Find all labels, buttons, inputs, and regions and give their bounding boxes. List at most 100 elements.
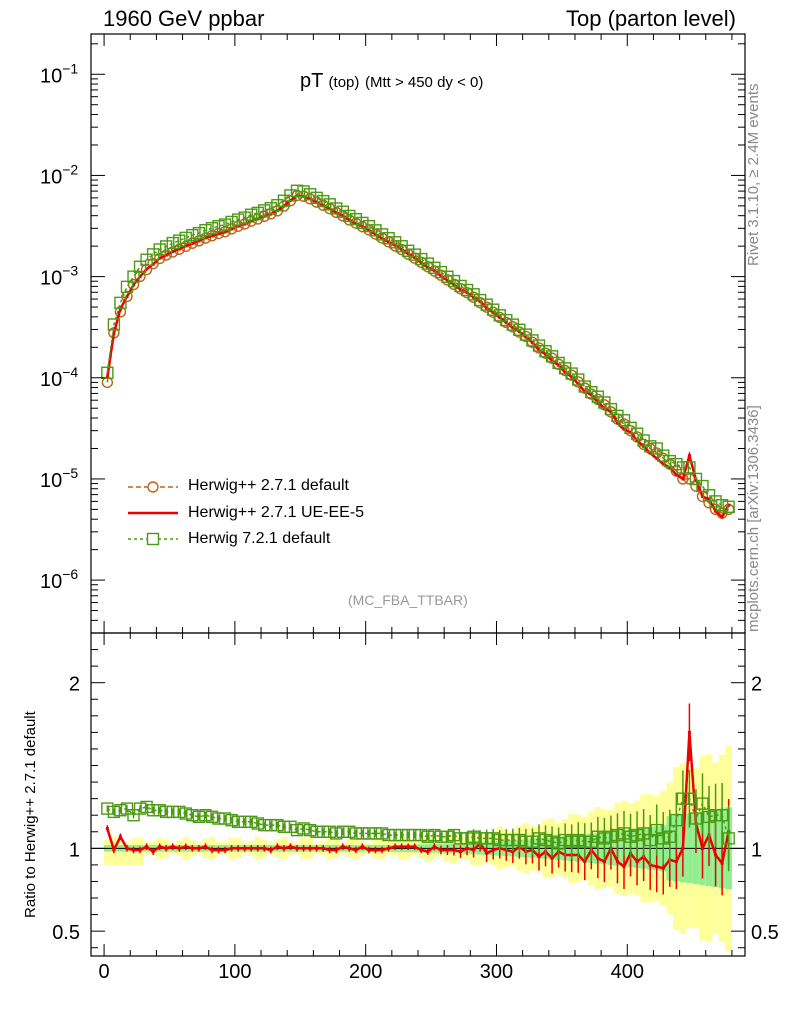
main-point-herwigpp_ueee5 (622, 427, 626, 431)
main-point-herwig7 (218, 218, 232, 231)
ratio-point-herwig7 (591, 830, 605, 843)
ratio-point-herwigpp_ueee5 (602, 860, 606, 864)
main-point-herwigpp_ueee5 (485, 306, 489, 310)
ratio-y-tick-label-right: 2 (751, 674, 762, 696)
ratio-point-herwigpp_ueee5 (295, 846, 299, 850)
main-point-herwig7 (127, 270, 140, 283)
ratio-point-herwig7 (160, 805, 173, 819)
ratio-point-herwig7 (617, 827, 631, 840)
ratio-point-herwigpp_ueee5 (367, 848, 371, 852)
main-point-herwigpp_ueee5 (145, 267, 149, 271)
main-point-herwig7 (362, 219, 376, 233)
main-point-herwigpp_default (121, 290, 133, 303)
main-point-herwigpp_ueee5 (158, 256, 162, 260)
main-point-herwigpp_ueee5 (426, 266, 430, 270)
main-point-herwig7 (271, 199, 284, 212)
main-point-herwigpp_ueee5 (171, 250, 175, 254)
ratio-point-herwigpp_ueee5 (138, 848, 142, 852)
ratio-point-herwig7 (689, 812, 703, 825)
x-tick-label: 0 (99, 961, 110, 983)
ratio-point-herwig7 (146, 804, 160, 817)
ratio-point-herwig7 (290, 823, 304, 837)
ratio-point-herwig7 (500, 833, 513, 847)
ratio-point-herwigpp_ueee5 (445, 848, 449, 852)
ratio-y-tick-label-left: 1 (69, 839, 80, 861)
main-point-herwig7 (434, 265, 448, 279)
main-point-herwig7 (316, 194, 330, 208)
main-point-herwig7 (650, 442, 663, 455)
main-point-herwigpp_ueee5 (504, 321, 508, 325)
ratio-point-herwigpp_ueee5 (635, 860, 639, 864)
ratio-point-herwigpp_ueee5 (302, 846, 306, 850)
ratio-point-herwigpp_ueee5 (243, 846, 247, 850)
main-point-herwigpp_ueee5 (687, 454, 691, 458)
main-point-herwig7 (722, 500, 735, 514)
main-point-herwigpp_ueee5 (151, 262, 155, 266)
main-point-herwig7 (598, 396, 611, 409)
main-point-herwigpp_default (683, 473, 696, 485)
ratio-point-herwigpp_ueee5 (177, 846, 181, 850)
ratio-point-herwigpp_ueee5 (439, 848, 443, 852)
ratio-point-herwig7 (441, 830, 454, 843)
main-point-herwig7 (192, 226, 206, 240)
ratio-point-herwigpp_ueee5 (217, 848, 221, 852)
ratio-point-herwig7 (186, 809, 199, 822)
main-point-herwigpp_ueee5 (661, 462, 665, 466)
main-point-herwig7 (415, 252, 428, 266)
ratio-point-herwigpp_ueee5 (674, 860, 678, 864)
main-point-herwig7 (421, 257, 435, 270)
main-point-herwigpp_ueee5 (132, 283, 136, 287)
main-point-herwigpp_ueee5 (393, 243, 397, 247)
main-point-herwigpp_ueee5 (517, 330, 521, 334)
main-point-herwigpp_ueee5 (491, 310, 495, 314)
ratio-point-herwig7 (604, 830, 618, 843)
main-point-herwig7 (375, 228, 389, 241)
main-point-herwigpp_ueee5 (321, 203, 325, 207)
ratio-point-herwigpp_ueee5 (661, 866, 665, 870)
main-point-herwig7 (323, 198, 336, 211)
x-tick-label: 300 (480, 961, 513, 983)
ratio-point-herwig7 (630, 828, 644, 842)
main-point-herwig7 (683, 461, 696, 474)
main-point-herwigpp_ueee5 (184, 244, 188, 248)
legend-label-herwig7: Herwig 7.2.1 default (188, 530, 331, 547)
ratio-point-herwig7 (643, 833, 657, 847)
ratio-point-herwigpp_ueee5 (315, 846, 319, 850)
ratio-point-herwig7 (415, 828, 428, 842)
main-point-herwig7 (160, 240, 173, 253)
main-point-herwig7 (676, 461, 690, 474)
ratio-point-herwig7 (624, 830, 637, 843)
ratio-point-herwig7 (323, 825, 336, 838)
ratio-point-herwigpp_ueee5 (269, 848, 273, 852)
ratio-point-herwigpp_ueee5 (236, 846, 240, 850)
main-point-herwig7 (107, 318, 121, 331)
ratio-band-outer (117, 840, 124, 865)
ratio-point-herwig7 (231, 815, 245, 829)
main-point-herwig7 (473, 293, 487, 307)
main-point-herwigpp_ueee5 (707, 497, 711, 501)
ratio-point-herwig7 (493, 833, 506, 847)
main-point-herwigpp_ueee5 (380, 236, 384, 240)
main-point-herwigpp_ueee5 (236, 224, 240, 228)
ratio-point-herwig7 (388, 828, 402, 842)
main-point-herwig7 (238, 211, 251, 224)
ratio-point-herwig7 (271, 818, 284, 832)
ratio-point-herwig7 (447, 828, 461, 842)
main-point-herwig7 (343, 209, 356, 223)
ratio-point-herwig7 (316, 825, 330, 838)
main-point-herwigpp_ueee5 (419, 261, 423, 265)
main-y-tick-label: 10−2 (40, 161, 78, 188)
main-point-herwig7 (264, 202, 278, 215)
ratio-point-herwig7 (506, 833, 520, 847)
main-point-herwigpp_ueee5 (197, 239, 201, 243)
main-y-tick-label: 10−5 (40, 465, 78, 492)
ratio-point-herwig7 (421, 830, 435, 843)
main-point-herwig7 (199, 223, 212, 237)
main-point-herwig7 (290, 184, 304, 197)
ratio-point-herwig7 (114, 804, 127, 817)
ratio-point-herwigpp_ueee5 (413, 845, 417, 849)
ratio-point-herwig7 (663, 830, 676, 843)
header-collision-energy: 1960 GeV ppbar (103, 6, 265, 31)
main-point-herwigpp_ueee5 (465, 291, 469, 295)
